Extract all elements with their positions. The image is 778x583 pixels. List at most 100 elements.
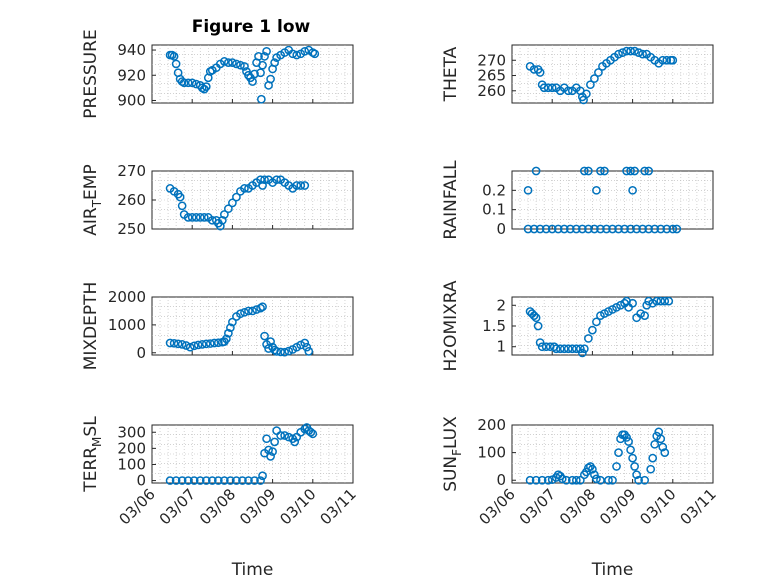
- data-point: [580, 166, 589, 176]
- data-point: [650, 439, 660, 449]
- data-point: [266, 337, 275, 346]
- data-point: [632, 470, 641, 480]
- data-point: [529, 224, 539, 234]
- data-point: [523, 224, 533, 234]
- data-point: [646, 464, 656, 474]
- data-point: [199, 213, 209, 222]
- data-point: [258, 60, 267, 70]
- x-tick-label: 03/07: [156, 485, 199, 528]
- data-point: [628, 453, 637, 463]
- series-points: [525, 46, 678, 105]
- data-point: [290, 437, 300, 447]
- data-point: [288, 49, 298, 59]
- data-point: [656, 296, 666, 306]
- data-point: [262, 46, 271, 56]
- data-point: [584, 334, 593, 343]
- data-point: [276, 431, 285, 440]
- x-tick-label: 03/11: [677, 485, 720, 528]
- y-tick-label: 200: [477, 416, 506, 434]
- data-point: [171, 59, 181, 69]
- y-axis-label: SUNFLUX: [441, 416, 464, 492]
- data-point: [565, 224, 575, 234]
- data-point: [238, 476, 247, 485]
- y-tick-label: 1.5: [482, 317, 506, 335]
- data-point: [640, 311, 650, 320]
- y-tick-label: 265: [477, 67, 506, 85]
- y-tick-label: 2: [496, 296, 506, 314]
- data-point: [592, 474, 601, 484]
- data-point: [248, 306, 257, 316]
- data-point: [256, 303, 265, 313]
- data-point: [250, 476, 259, 485]
- data-point: [181, 341, 191, 350]
- data-point: [614, 224, 623, 234]
- data-point: [187, 213, 197, 222]
- data-point: [622, 433, 631, 442]
- data-point: [201, 82, 211, 91]
- x-tick-label: 03/09: [236, 485, 279, 528]
- data-point: [541, 342, 551, 352]
- data-point: [262, 434, 271, 444]
- data-point: [634, 48, 643, 57]
- y-tick-label: 250: [117, 220, 146, 238]
- data-point: [586, 80, 595, 90]
- data-point: [195, 476, 205, 485]
- data-point: [222, 334, 231, 344]
- data-point: [185, 342, 195, 352]
- data-point: [563, 344, 573, 354]
- data-point: [626, 445, 635, 455]
- data-point: [658, 442, 668, 452]
- data-point: [240, 184, 249, 193]
- data-point: [177, 476, 187, 485]
- data-point: [173, 339, 183, 349]
- data-point: [618, 48, 627, 57]
- data-point: [535, 338, 545, 347]
- data-point: [529, 311, 539, 320]
- series-points: [525, 296, 674, 358]
- data-point: [547, 224, 557, 234]
- data-point: [630, 166, 639, 176]
- data-point: [270, 58, 279, 68]
- data-point: [266, 452, 275, 461]
- y-tick-label: 100: [477, 444, 506, 462]
- data-point: [543, 475, 553, 485]
- data-point: [575, 344, 585, 354]
- data-point: [584, 224, 593, 234]
- data-point: [218, 215, 227, 225]
- x-tick-label: 03/10: [276, 485, 319, 528]
- data-point: [280, 431, 290, 440]
- data-point: [280, 347, 290, 357]
- data-point: [175, 192, 185, 202]
- data-point: [300, 338, 310, 348]
- data-point: [165, 476, 175, 485]
- data-point: [213, 338, 223, 348]
- data-point: [551, 344, 561, 354]
- data-point: [224, 328, 233, 338]
- y-tick-label: 2000: [108, 288, 146, 306]
- data-point: [640, 475, 650, 485]
- data-point: [191, 213, 201, 222]
- data-point: [209, 338, 219, 348]
- y-tick-label: 300: [117, 423, 146, 441]
- data-point: [559, 224, 569, 234]
- data-point: [533, 321, 543, 331]
- data-point: [272, 347, 281, 356]
- data-point: [258, 181, 267, 190]
- data-point: [660, 296, 670, 306]
- data-point: [248, 77, 257, 86]
- data-point: [232, 192, 241, 202]
- data-point: [244, 306, 253, 316]
- y-axis-label: RAINFALL: [441, 160, 461, 240]
- data-point: [228, 58, 237, 68]
- data-point: [580, 344, 589, 354]
- data-point: [260, 175, 269, 185]
- data-point: [626, 224, 635, 234]
- data-point: [266, 74, 275, 84]
- data-point: [644, 166, 654, 176]
- y-tick-label: 270: [117, 162, 146, 180]
- data-point: [258, 471, 267, 481]
- data-point: [525, 475, 535, 485]
- data-point: [244, 476, 253, 485]
- y-tick-label: 260: [117, 191, 146, 209]
- y-tick-label: 0.1: [482, 201, 506, 219]
